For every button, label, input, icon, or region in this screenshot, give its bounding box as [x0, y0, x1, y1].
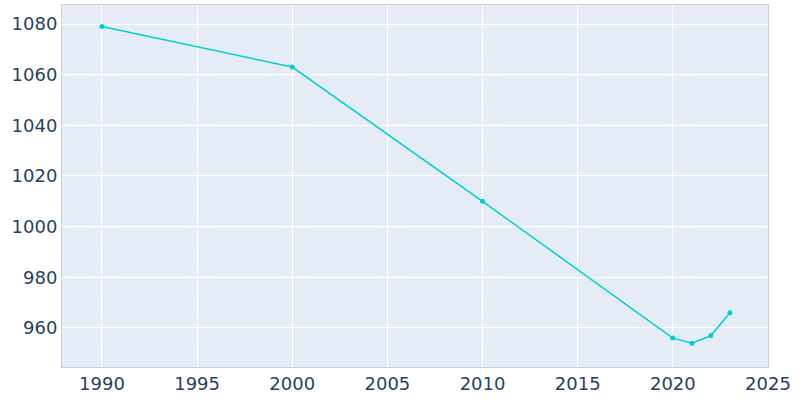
svg-text:1995: 1995 [174, 373, 220, 394]
svg-text:2005: 2005 [365, 373, 411, 394]
svg-text:1080: 1080 [12, 13, 58, 34]
svg-text:1040: 1040 [12, 115, 58, 136]
svg-text:1020: 1020 [12, 165, 58, 186]
svg-text:2000: 2000 [269, 373, 315, 394]
svg-text:2010: 2010 [460, 373, 506, 394]
svg-text:2015: 2015 [555, 373, 601, 394]
svg-text:1990: 1990 [79, 373, 125, 394]
svg-text:960: 960 [23, 317, 57, 338]
svg-text:1060: 1060 [12, 64, 58, 85]
svg-text:2020: 2020 [650, 373, 696, 394]
svg-text:1000: 1000 [12, 216, 58, 237]
svg-text:980: 980 [23, 267, 57, 288]
svg-text:2025: 2025 [745, 373, 791, 394]
